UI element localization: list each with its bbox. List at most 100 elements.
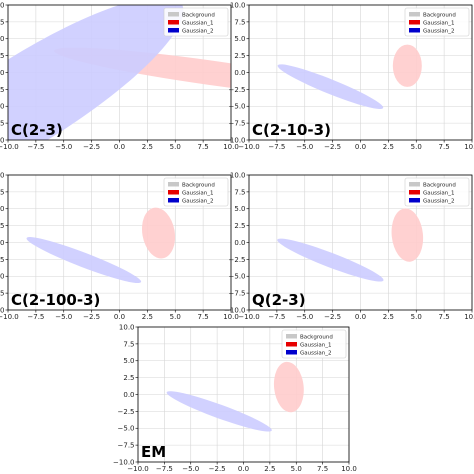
- y-tick-label: 10.0: [0, 171, 5, 179]
- x-tick-label: 10.0: [464, 313, 474, 321]
- y-tick-label: −5.0: [229, 273, 246, 281]
- legend-label: Gaussian_1: [182, 190, 213, 196]
- x-tick-label: −10.0: [0, 313, 19, 321]
- x-tick-label: 0.0: [355, 313, 366, 321]
- legend: Background Gaussian_1 Gaussian_2: [163, 7, 229, 37]
- x-tick-label: −2.5: [209, 465, 226, 473]
- x-tick-label: −10.0: [0, 143, 19, 151]
- legend-label: Gaussian_2: [300, 350, 331, 356]
- y-tick-label: 7.5: [0, 188, 5, 196]
- gaussian-2-ellipse: [277, 238, 384, 282]
- legend: Background Gaussian_1 Gaussian_2: [281, 329, 347, 359]
- ellipse-layer: [277, 208, 424, 282]
- y-tick-label: −10.0: [113, 458, 134, 466]
- legend-label: Gaussian_2: [423, 198, 454, 204]
- y-tick-label: 10.0: [119, 323, 135, 331]
- y-tick-label: 5.0: [0, 35, 5, 43]
- x-tick-label: −7.5: [268, 143, 285, 151]
- x-tick-label: 7.5: [439, 313, 450, 321]
- chart-panel: −10.0−7.5−5.0−2.50.02.55.07.510.0−10.0−7…: [0, 1, 239, 151]
- x-tick-label: 5.0: [170, 313, 181, 321]
- y-tick-label: 7.5: [123, 340, 134, 348]
- y-tick-label: 0.0: [234, 239, 245, 247]
- legend-swatch: [409, 20, 420, 25]
- y-tick-label: 7.5: [0, 18, 5, 26]
- x-tick-label: 0.0: [238, 465, 249, 473]
- x-tick-label: −5.0: [55, 313, 72, 321]
- x-tick-label: 5.0: [411, 313, 422, 321]
- gaussian-1-ellipse: [392, 44, 422, 87]
- legend-swatch: [168, 198, 179, 203]
- x-tick-label: −7.5: [156, 465, 173, 473]
- y-tick-label: −2.5: [0, 256, 5, 264]
- x-tick-label: −2.5: [324, 313, 341, 321]
- legend-swatch: [409, 190, 420, 195]
- legend: Background Gaussian_1 Gaussian_2: [404, 7, 470, 37]
- chart-panel: −10.0−7.5−5.0−2.50.02.55.07.510.0−10.0−7…: [224, 1, 474, 151]
- legend-swatch: [168, 182, 179, 187]
- y-tick-label: 0.0: [123, 391, 134, 399]
- y-tick-label: −10.0: [224, 136, 245, 144]
- gaussian-1-ellipse: [141, 207, 176, 259]
- ellipse-layer: [8, 5, 231, 140]
- y-tick-label: −2.5: [0, 86, 5, 94]
- legend-swatch: [168, 190, 179, 195]
- ellipse-layer: [277, 44, 422, 110]
- x-tick-label: −7.5: [268, 313, 285, 321]
- legend-label: Gaussian_2: [182, 198, 213, 204]
- x-tick-label: 7.5: [317, 465, 328, 473]
- legend-swatch: [286, 350, 297, 355]
- y-tick-label: 0.0: [234, 69, 245, 77]
- x-tick-label: 10.0: [223, 143, 239, 151]
- legend: Background Gaussian_1 Gaussian_2: [404, 177, 470, 207]
- x-tick-label: −10.0: [238, 143, 259, 151]
- y-tick-label: 5.0: [234, 205, 245, 213]
- y-tick-label: −7.5: [229, 290, 246, 298]
- legend-swatch: [286, 334, 297, 339]
- gaussian-2-ellipse: [8, 5, 184, 140]
- x-tick-label: 5.0: [411, 143, 422, 151]
- x-tick-label: 2.5: [264, 465, 275, 473]
- legend-box: [163, 7, 229, 37]
- panel-label: C(2-100-3): [11, 291, 100, 309]
- x-tick-label: 0.0: [114, 313, 125, 321]
- ellipse-layer: [166, 361, 304, 432]
- legend-label: Background: [300, 334, 333, 340]
- legend-box: [281, 329, 347, 359]
- legend-swatch: [409, 12, 420, 17]
- x-tick-label: 10.0: [341, 465, 357, 473]
- legend-swatch: [409, 198, 420, 203]
- panel-label: EM: [141, 443, 166, 461]
- y-tick-label: −2.5: [229, 256, 246, 264]
- y-tick-label: 7.5: [234, 188, 245, 196]
- x-tick-label: −5.0: [296, 143, 313, 151]
- y-tick-label: −7.5: [0, 120, 5, 128]
- legend-label: Gaussian_1: [182, 20, 213, 26]
- y-tick-label: 5.0: [123, 357, 134, 365]
- x-tick-label: −7.5: [27, 143, 44, 151]
- y-tick-label: 2.5: [0, 52, 5, 60]
- gaussian-1-ellipse: [273, 361, 304, 413]
- legend-swatch: [168, 12, 179, 17]
- panel-label: C(2-10-3): [252, 121, 331, 139]
- legend-label: Gaussian_1: [300, 342, 331, 348]
- gaussian-2-ellipse: [166, 391, 272, 432]
- x-tick-label: −10.0: [127, 465, 148, 473]
- x-tick-label: 7.5: [439, 143, 450, 151]
- legend-label: Background: [182, 12, 215, 18]
- legend-label: Background: [423, 12, 456, 18]
- legend-swatch: [286, 342, 297, 347]
- legend-box: [163, 177, 229, 207]
- y-tick-label: 7.5: [234, 18, 245, 26]
- y-tick-label: −10.0: [224, 306, 245, 314]
- y-tick-label: 5.0: [0, 205, 5, 213]
- x-tick-label: 7.5: [198, 143, 209, 151]
- x-tick-label: 7.5: [198, 313, 209, 321]
- y-tick-label: 2.5: [234, 52, 245, 60]
- x-tick-label: 2.5: [142, 313, 153, 321]
- x-tick-label: −2.5: [83, 313, 100, 321]
- y-tick-label: −7.5: [118, 442, 135, 450]
- y-tick-label: 2.5: [123, 374, 134, 382]
- y-tick-label: −5.0: [118, 425, 135, 433]
